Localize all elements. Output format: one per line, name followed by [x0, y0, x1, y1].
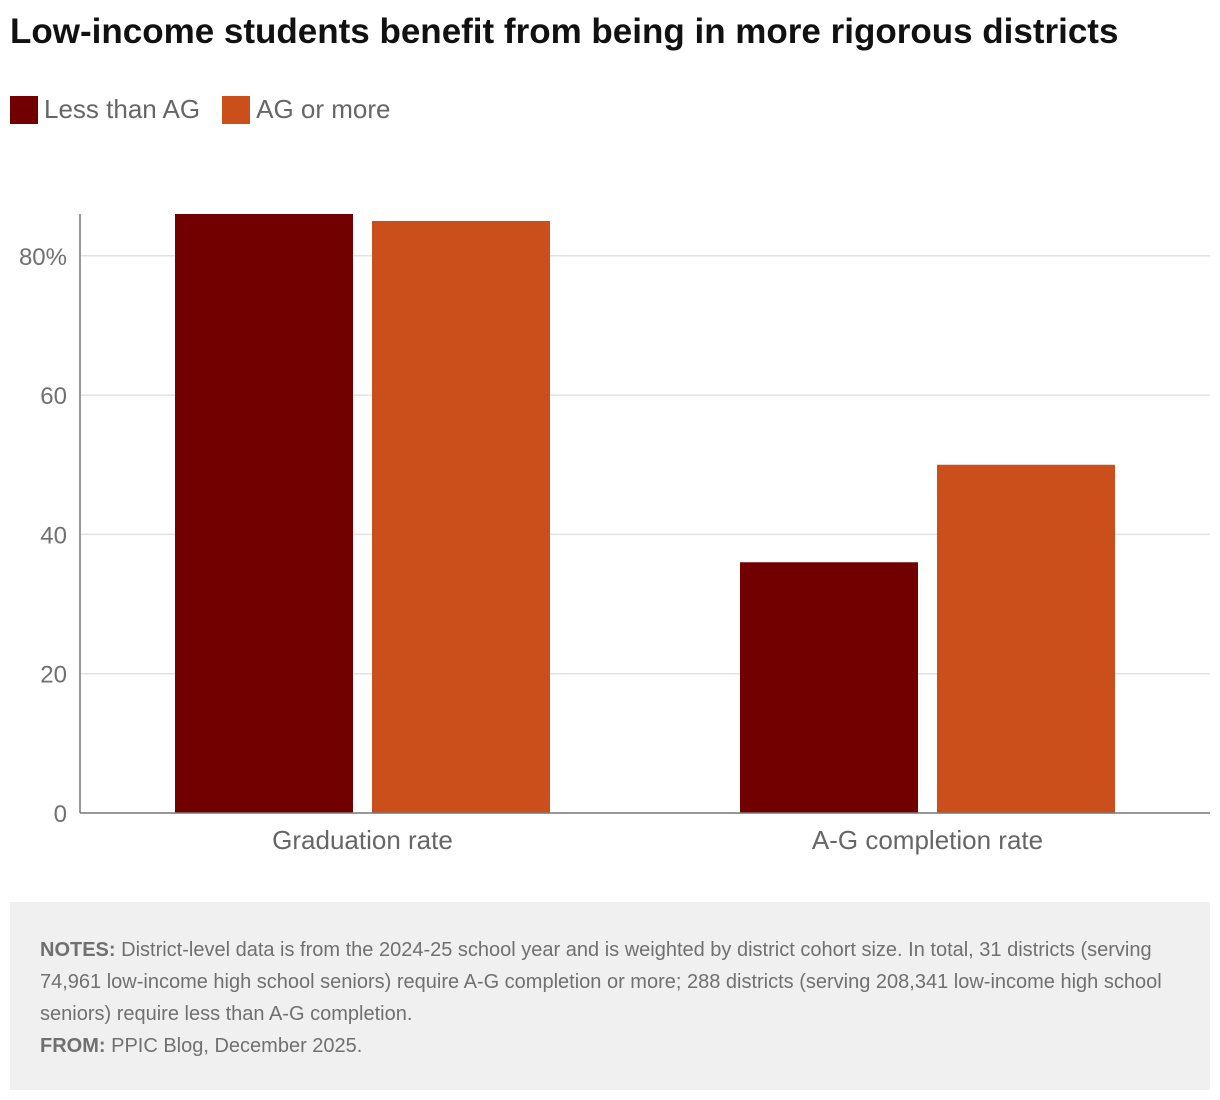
legend-swatch-less-than-ag [10, 95, 38, 124]
from-label: FROM: [40, 1035, 106, 1057]
from-text: PPIC Blog, December 2025. [111, 1035, 363, 1057]
source-paragraph: FROM: PPIC Blog, December 2025. [40, 1030, 1180, 1062]
y-tick-label-0: 0 [54, 801, 67, 828]
y-tick-label-20: 20 [40, 662, 67, 689]
notes-text: District-level data is from the 2024-25 … [40, 939, 1162, 1025]
x-tick-label-1: A-G completion rate [812, 825, 1043, 855]
y-tick-label-80: 80% [19, 244, 67, 271]
legend-item-ag-or-more: AG or more [222, 94, 390, 125]
legend-label-less-than-ag: Less than AG [44, 94, 201, 124]
legend-label-ag-or-more: AG or more [256, 94, 391, 124]
bar-graduation-rate-ag-or-more [372, 220, 550, 814]
y-tick-label-40: 40 [40, 522, 67, 549]
legend-item-less-than-ag: Less than AG [10, 94, 200, 125]
notes-label: NOTES: [40, 939, 116, 961]
y-tick-label-60: 60 [40, 383, 67, 410]
notes-panel: NOTES: District-level data is from the 2… [10, 902, 1210, 1090]
chart-title: Low-income students benefit from being i… [10, 12, 1119, 51]
bar-a-g-completion-rate-ag-or-more [937, 464, 1115, 813]
legend-swatch-ag-or-more [222, 95, 251, 124]
notes-paragraph: NOTES: District-level data is from the 2… [40, 934, 1180, 1030]
chart-legend: Less than AG AG or more [10, 94, 412, 125]
bar-graduation-rate-less-than-ag [175, 214, 353, 813]
bar-chart: 0 20 40 60 80% Graduation rate A-G completion … [19, 214, 1210, 855]
x-tick-label-0: Graduation rate [272, 825, 453, 855]
bar-a-g-completion-rate-less-than-ag [740, 562, 918, 813]
